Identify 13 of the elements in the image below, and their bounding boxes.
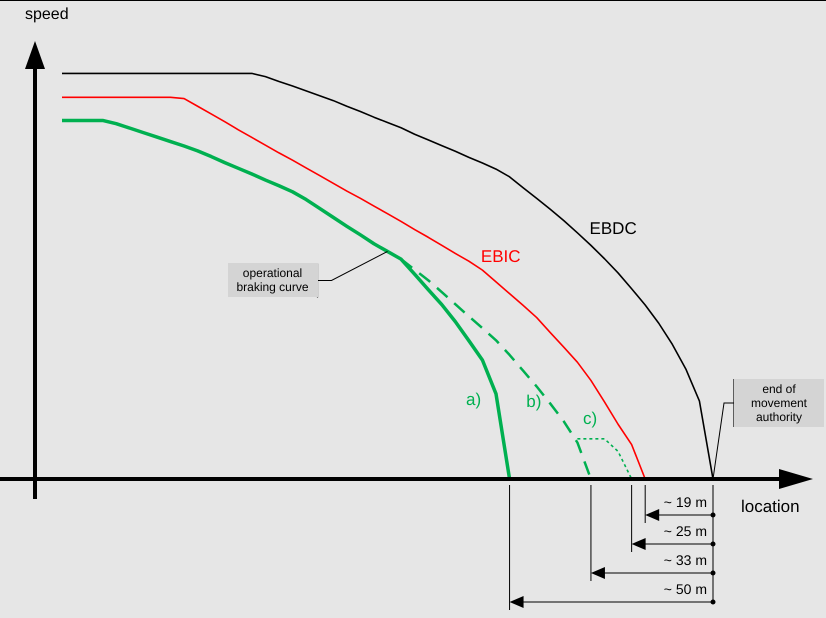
series-label: b) — [526, 392, 542, 412]
text: end of movement authority — [734, 379, 824, 427]
series-label: c) — [582, 408, 598, 429]
series-label: EBDC — [590, 218, 637, 239]
annotation: operational braking curve — [228, 263, 318, 298]
x-axis-title: location — [741, 497, 800, 517]
text: ~ 25 m — [664, 523, 707, 539]
series-label: a) — [466, 390, 482, 410]
y-axis-title: speed — [25, 6, 69, 24]
text: ~ 50 m — [664, 581, 707, 597]
text: ~ 19 m — [664, 494, 707, 510]
series-label: EBIC — [480, 247, 521, 268]
text: ~ 33 m — [664, 552, 707, 568]
